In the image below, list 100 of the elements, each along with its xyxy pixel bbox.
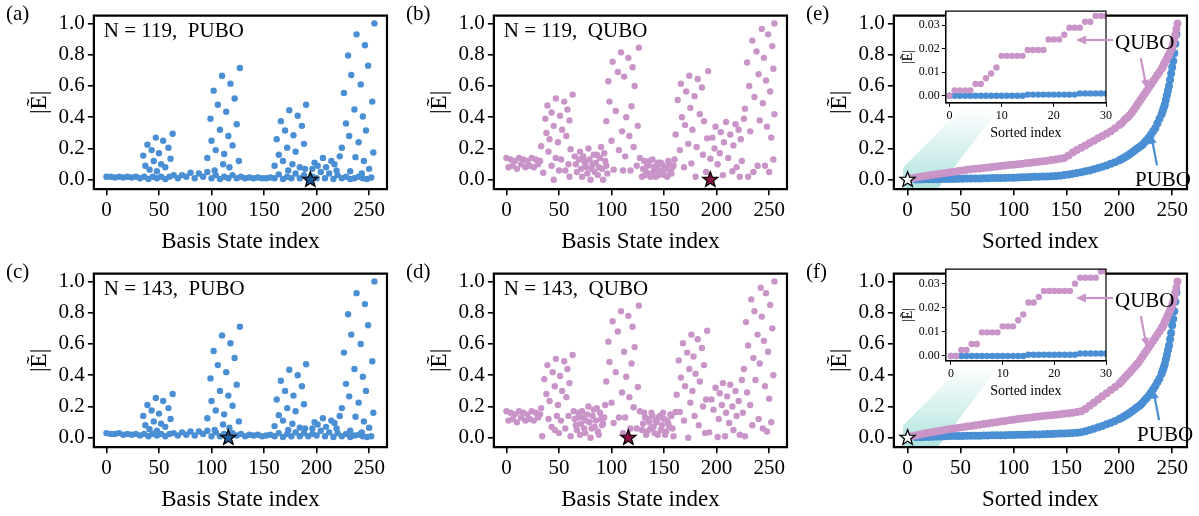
point [1008, 52, 1016, 60]
point [1030, 351, 1037, 358]
point [1045, 351, 1053, 358]
point [1024, 91, 1031, 98]
y-tick-label: 0.4 [458, 103, 486, 128]
x-tick-label: 250 [1156, 197, 1188, 222]
y-tick-label: 0.4 [858, 361, 886, 386]
x-axis-title: Sorted index [981, 228, 1100, 254]
point [999, 323, 1006, 330]
x-tick-label: 150 [648, 197, 680, 222]
y-tick-label: 0.2 [458, 393, 485, 418]
x-tick-label: 250 [753, 197, 785, 222]
y-tick-label: 0.0 [858, 424, 885, 449]
point [1092, 12, 1099, 20]
y-tick-label: 0.2 [58, 135, 85, 160]
y-tick-label: 0.00 [918, 348, 940, 363]
annotation: N = 119, QUBO [503, 17, 648, 42]
point [1071, 280, 1079, 287]
x-tick-label: 10 [995, 108, 1008, 123]
y-axis-title: |Ẽ| [900, 49, 916, 65]
chart-title: (b) [406, 1, 431, 26]
x-tick-label: 200 [1103, 455, 1136, 480]
y-tick-label: 0.4 [458, 361, 486, 386]
y-tick-label: 1.0 [858, 9, 885, 34]
x-axis-title: Basis State index [561, 486, 721, 512]
chart-title: (e) [806, 1, 830, 26]
x-tick-label: 150 [248, 197, 280, 222]
x-tick-label: 150 [648, 455, 680, 480]
x-tick-label: 200 [1103, 197, 1136, 222]
y-axis-title: |Ẽ| [25, 348, 51, 373]
point [1019, 52, 1026, 60]
y-tick-label: 0.4 [58, 103, 86, 128]
chart-title: (f) [806, 259, 827, 284]
point [1014, 317, 1022, 324]
point [982, 74, 990, 82]
point [1092, 350, 1099, 357]
y-tick-label: 0.0 [458, 424, 485, 449]
y-tick-label: 0.0 [58, 424, 85, 449]
x-axis-title: Basis State index [161, 486, 321, 512]
point [1035, 293, 1043, 301]
y-tick-label: 0.02 [918, 299, 940, 314]
y-tick-label: 1.0 [858, 267, 885, 292]
point [1076, 274, 1084, 281]
point [1050, 36, 1058, 43]
x-tick-label: 150 [1050, 455, 1083, 480]
x-tick-label: 30 [1100, 366, 1112, 381]
x-tick-label: 100 [195, 455, 228, 480]
x-tick-label: 0 [101, 455, 112, 480]
y-tick-label: 0.0 [858, 166, 885, 191]
point [988, 70, 995, 77]
x-tick-label: 100 [997, 197, 1030, 222]
point [961, 92, 969, 99]
point [972, 92, 979, 99]
annotation: N = 143, PUBO [103, 275, 245, 300]
x-tick-label: 50 [548, 197, 570, 222]
point [994, 352, 1001, 360]
point [963, 352, 970, 360]
y-tick-label: 0.8 [58, 41, 85, 66]
y-tick-label: 1.0 [58, 9, 85, 34]
x-tick-label: 150 [1050, 197, 1083, 222]
x-axis-title: Basis State index [561, 228, 721, 254]
point [1097, 350, 1105, 357]
point [1045, 36, 1052, 43]
y-tick-label: 0.6 [458, 330, 485, 355]
y-tick-label: 0.03 [918, 17, 940, 32]
point [956, 92, 964, 99]
y-tick-label: 0.6 [58, 72, 85, 97]
annotation: QUBO [1115, 287, 1175, 312]
point [968, 340, 975, 348]
x-tick-label: 50 [950, 197, 972, 222]
x-tick-label: 20 [1047, 108, 1060, 123]
point [1024, 46, 1031, 54]
point [993, 64, 1000, 71]
x-tick-label: 20 [1048, 366, 1061, 381]
point [1030, 299, 1037, 306]
x-tick-label: 0 [902, 197, 913, 222]
point [1055, 91, 1063, 98]
point [1055, 36, 1063, 43]
point [1066, 351, 1074, 358]
y-tick-label: 0.8 [858, 41, 885, 66]
x-tick-label: 30 [1100, 108, 1112, 123]
point [963, 346, 970, 354]
point [1034, 91, 1042, 98]
y-tick-label: 1.0 [458, 9, 485, 34]
point [1087, 18, 1094, 25]
y-tick-label: 0.6 [458, 72, 485, 97]
x-tick-label: 50 [148, 455, 170, 480]
point [1081, 90, 1089, 97]
annotation: QUBO [1115, 29, 1175, 54]
point [977, 92, 984, 99]
point [1050, 91, 1058, 98]
x-tick-label: 250 [1156, 455, 1188, 480]
x-axis-title: Basis State index [161, 228, 321, 254]
y-tick-label: 0.6 [858, 72, 885, 97]
x-tick-label: 200 [300, 197, 333, 222]
point [999, 352, 1006, 360]
point [1071, 24, 1078, 31]
point [972, 80, 979, 88]
y-tick-label: 0.01 [918, 64, 940, 79]
x-tick-label: 200 [700, 197, 733, 222]
